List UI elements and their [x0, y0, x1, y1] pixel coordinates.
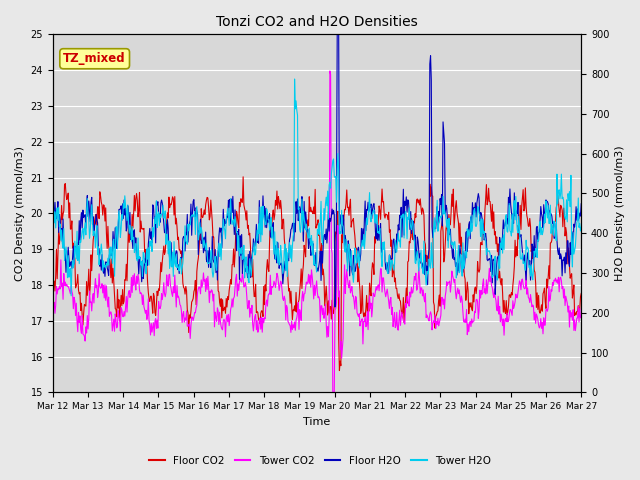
Y-axis label: CO2 Density (mmol/m3): CO2 Density (mmol/m3): [15, 146, 25, 281]
X-axis label: Time: Time: [303, 417, 331, 427]
Y-axis label: H2O Density (mmol/m3): H2O Density (mmol/m3): [615, 145, 625, 281]
Title: Tonzi CO2 and H2O Densities: Tonzi CO2 and H2O Densities: [216, 15, 418, 29]
Legend: Floor CO2, Tower CO2, Floor H2O, Tower H2O: Floor CO2, Tower CO2, Floor H2O, Tower H…: [145, 452, 495, 470]
Text: TZ_mixed: TZ_mixed: [63, 52, 126, 65]
